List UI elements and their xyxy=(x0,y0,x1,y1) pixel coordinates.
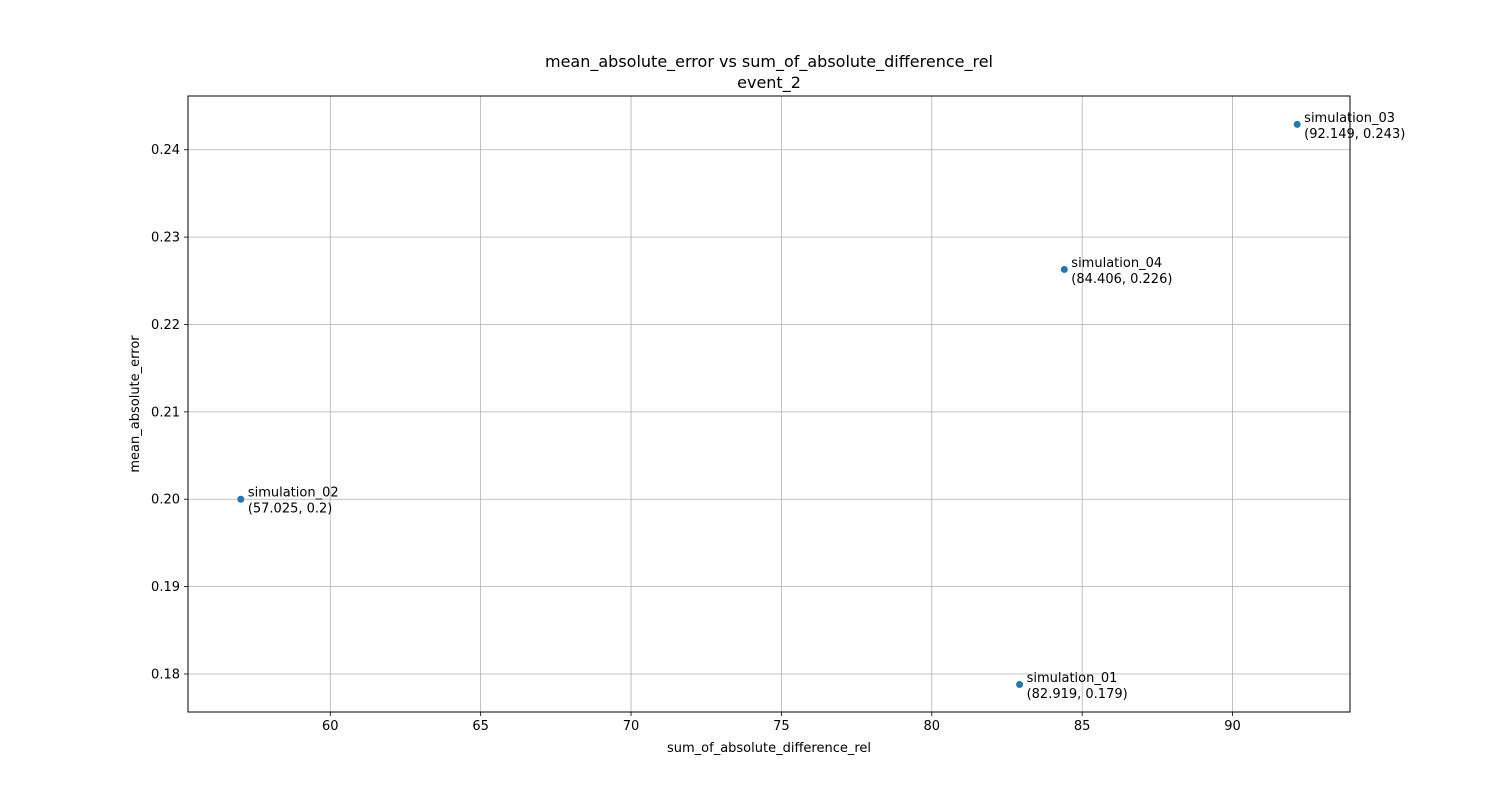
y-tick-label: 0.18 xyxy=(151,667,180,682)
x-tick-label: 90 xyxy=(1224,719,1241,734)
scatter-point xyxy=(237,495,245,503)
x-axis-label: sum_of_absolute_difference_rel xyxy=(667,741,871,756)
point-labels: simulation_01(82.919, 0.179) simulation_0… xyxy=(248,111,1405,702)
x-tick-label: 60 xyxy=(322,719,339,734)
x-tick-label: 70 xyxy=(623,719,640,734)
x-tick-label: 80 xyxy=(924,719,941,734)
point-coords-label: (82.919, 0.179) xyxy=(1027,687,1128,702)
scatter-point xyxy=(1060,265,1068,273)
scatter-point xyxy=(1293,120,1301,128)
y-tick-label: 0.22 xyxy=(151,318,180,333)
y-tick-label: 0.19 xyxy=(151,580,180,595)
chart-subtitle: event_2 xyxy=(737,73,801,93)
point-coords-label: (92.149, 0.243) xyxy=(1304,127,1405,142)
point-name-label: simulation_01 xyxy=(1027,671,1118,686)
grid xyxy=(188,96,1350,712)
y-tick-label: 0.24 xyxy=(151,143,180,158)
data-points xyxy=(237,120,1301,688)
point-coords-label: (84.406, 0.226) xyxy=(1071,272,1172,287)
y-tick-label: 0.21 xyxy=(151,405,180,420)
point-name-label: simulation_02 xyxy=(248,486,339,501)
point-coords-label: (57.025, 0.2) xyxy=(248,502,333,517)
y-axis-label: mean_absolute_error xyxy=(128,335,143,473)
plot-area-frame xyxy=(187,95,1351,713)
chart-title: mean_absolute_error vs sum_of_absolute_d… xyxy=(545,52,993,72)
y-tick-label: 0.23 xyxy=(151,231,180,246)
scatter-point xyxy=(1016,680,1024,688)
point-name-label: simulation_04 xyxy=(1071,256,1162,271)
x-tick-label: 65 xyxy=(472,719,489,734)
point-name-label: simulation_03 xyxy=(1304,111,1395,126)
axis-ticks: 60 65 70 75 80 85 90 0.18 0.19 0.20 0.21 0.22 0.23 0.… xyxy=(151,143,1241,734)
x-tick-label: 75 xyxy=(773,719,790,734)
x-tick-label: 85 xyxy=(1074,719,1091,734)
y-tick-label: 0.20 xyxy=(151,493,180,508)
